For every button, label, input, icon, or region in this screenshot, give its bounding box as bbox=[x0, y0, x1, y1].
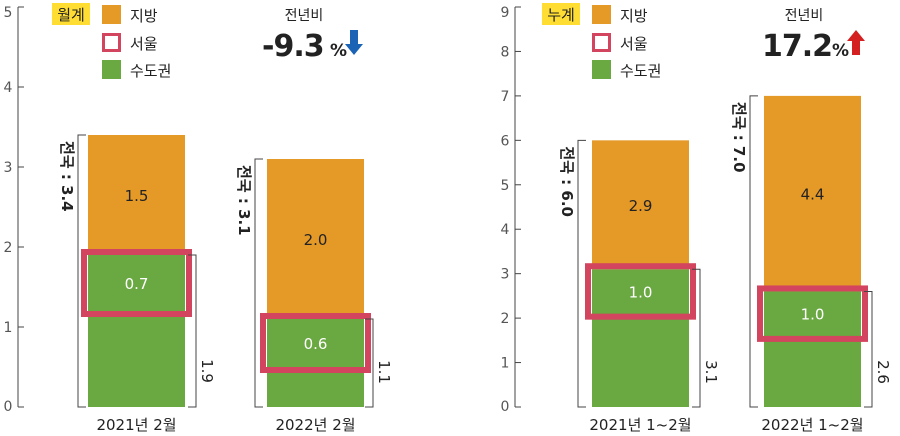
total-bracket bbox=[77, 134, 86, 408]
bar-label-seoul: 0.7 bbox=[125, 275, 149, 293]
legend-badge bbox=[52, 3, 90, 25]
y-tick-label: 2 bbox=[4, 240, 13, 256]
legend-swatch-seoul bbox=[102, 33, 121, 52]
yoy-label: 전년비 bbox=[785, 8, 824, 24]
bar-label-sudo: 1.9 bbox=[198, 359, 216, 383]
seoul-box bbox=[260, 313, 371, 373]
legend-label-seoul: 서울 bbox=[130, 35, 158, 53]
legend-label-jibang: 지방 bbox=[130, 7, 158, 25]
bar-label-total: 전국 : 6.0 bbox=[558, 146, 576, 217]
y-tick-label: 2 bbox=[501, 311, 510, 327]
bar-sudo bbox=[88, 255, 185, 407]
y-tick-label: 3 bbox=[501, 267, 510, 283]
bar-label-jibang: 1.5 bbox=[125, 187, 149, 205]
bar-group-0: 2.9 1.0 전국 : 6.0 3.1 2021년 1~2월 bbox=[558, 139, 720, 434]
bar-label-total: 전국 : 3.1 bbox=[235, 165, 253, 236]
bar-jibang bbox=[592, 140, 689, 270]
total-bracket bbox=[577, 139, 586, 408]
x-category-label: 2021년 1~2월 bbox=[589, 416, 691, 434]
y-tick-label: 5 bbox=[4, 5, 13, 21]
y-tick-label: 1 bbox=[4, 320, 13, 336]
y-tick-label: 4 bbox=[4, 80, 13, 96]
bar-label-jibang: 2.9 bbox=[629, 197, 653, 215]
legend-swatch-jibang bbox=[592, 5, 611, 24]
legend-swatch-sudo bbox=[592, 60, 611, 79]
bar-label-seoul: 0.6 bbox=[304, 335, 328, 353]
seoul-box bbox=[81, 249, 192, 317]
legend-label-jibang: 지방 bbox=[620, 7, 648, 25]
legend-swatch-sudo bbox=[102, 60, 121, 79]
yoy-unit: % bbox=[330, 41, 347, 61]
down-arrow-icon bbox=[345, 30, 363, 55]
legend-badge-label: 월계 bbox=[57, 6, 85, 24]
bar-label-total: 전국 : 7.0 bbox=[730, 102, 748, 173]
y-tick-label: 8 bbox=[501, 44, 510, 60]
sudo-bracket bbox=[365, 318, 374, 408]
y-tick-label: 4 bbox=[501, 222, 510, 238]
legend-label-sudo: 수도권 bbox=[130, 62, 171, 80]
bar-label-sudo: 2.6 bbox=[874, 360, 892, 384]
yoy-value: -9.3 bbox=[262, 29, 324, 64]
y-tick-label: 9 bbox=[501, 5, 510, 21]
bar-sudo bbox=[592, 269, 689, 407]
bar-jibang bbox=[267, 159, 364, 319]
bar-label-sudo: 1.1 bbox=[375, 360, 393, 384]
y-tick-label: 0 bbox=[501, 399, 510, 415]
up-arrow-icon bbox=[847, 30, 865, 55]
x-category-label: 2021년 2월 bbox=[96, 416, 176, 434]
legend-badge-label: 누계 bbox=[547, 6, 575, 24]
sudo-bracket bbox=[692, 268, 701, 408]
sudo-bracket bbox=[188, 254, 197, 408]
x-category-label: 2022년 2월 bbox=[275, 416, 355, 434]
bar-label-total: 전국 : 3.4 bbox=[58, 141, 76, 212]
y-tick-label: 5 bbox=[501, 178, 510, 194]
bar-label-sudo: 3.1 bbox=[702, 360, 720, 384]
y-tick-label: 6 bbox=[501, 133, 510, 149]
bar-jibang bbox=[88, 135, 185, 255]
total-bracket bbox=[254, 158, 263, 408]
bar-label-seoul: 1.0 bbox=[801, 306, 825, 324]
legend-swatch-jibang bbox=[102, 5, 121, 24]
legend-swatch-seoul bbox=[592, 33, 611, 52]
x-category-label: 2022년 1~2월 bbox=[761, 416, 863, 434]
yoy-value: 17.2 bbox=[762, 29, 832, 64]
bar-label-jibang: 2.0 bbox=[304, 231, 328, 249]
yoy-label: 전년비 bbox=[285, 8, 324, 24]
bar-sudo bbox=[267, 319, 364, 407]
legend-label-seoul: 서울 bbox=[620, 35, 648, 53]
legend-label-sudo: 수도권 bbox=[620, 62, 661, 80]
y-tick-label: 7 bbox=[501, 89, 510, 105]
sudo-bracket bbox=[864, 290, 873, 408]
bar-group-0: 1.5 0.7 전국 : 3.4 1.9 2021년 2월 bbox=[58, 134, 216, 434]
y-tick-label: 1 bbox=[501, 356, 510, 372]
yoy-unit: % bbox=[832, 41, 849, 61]
legend-badge bbox=[542, 3, 580, 25]
yoy-annotation: 전년비 -9.3% bbox=[262, 8, 363, 64]
bar-label-seoul: 1.0 bbox=[629, 283, 653, 301]
bar-sudo bbox=[764, 291, 861, 407]
bar-jibang bbox=[764, 95, 861, 292]
bar-label-jibang: 4.4 bbox=[801, 186, 825, 204]
seoul-box bbox=[757, 285, 868, 342]
y-tick-label: 3 bbox=[4, 160, 13, 176]
bar-group-1: 2.0 0.6 전국 : 3.1 1.1 2022년 2월 bbox=[235, 158, 393, 434]
bar-group-1: 4.4 1.0 전국 : 7.0 2.6 2022년 1~2월 bbox=[730, 95, 892, 434]
seoul-box bbox=[585, 263, 696, 320]
y-tick-label: 0 bbox=[4, 399, 13, 415]
total-bracket bbox=[749, 95, 758, 408]
yoy-annotation: 전년비 17.2% bbox=[762, 8, 865, 64]
